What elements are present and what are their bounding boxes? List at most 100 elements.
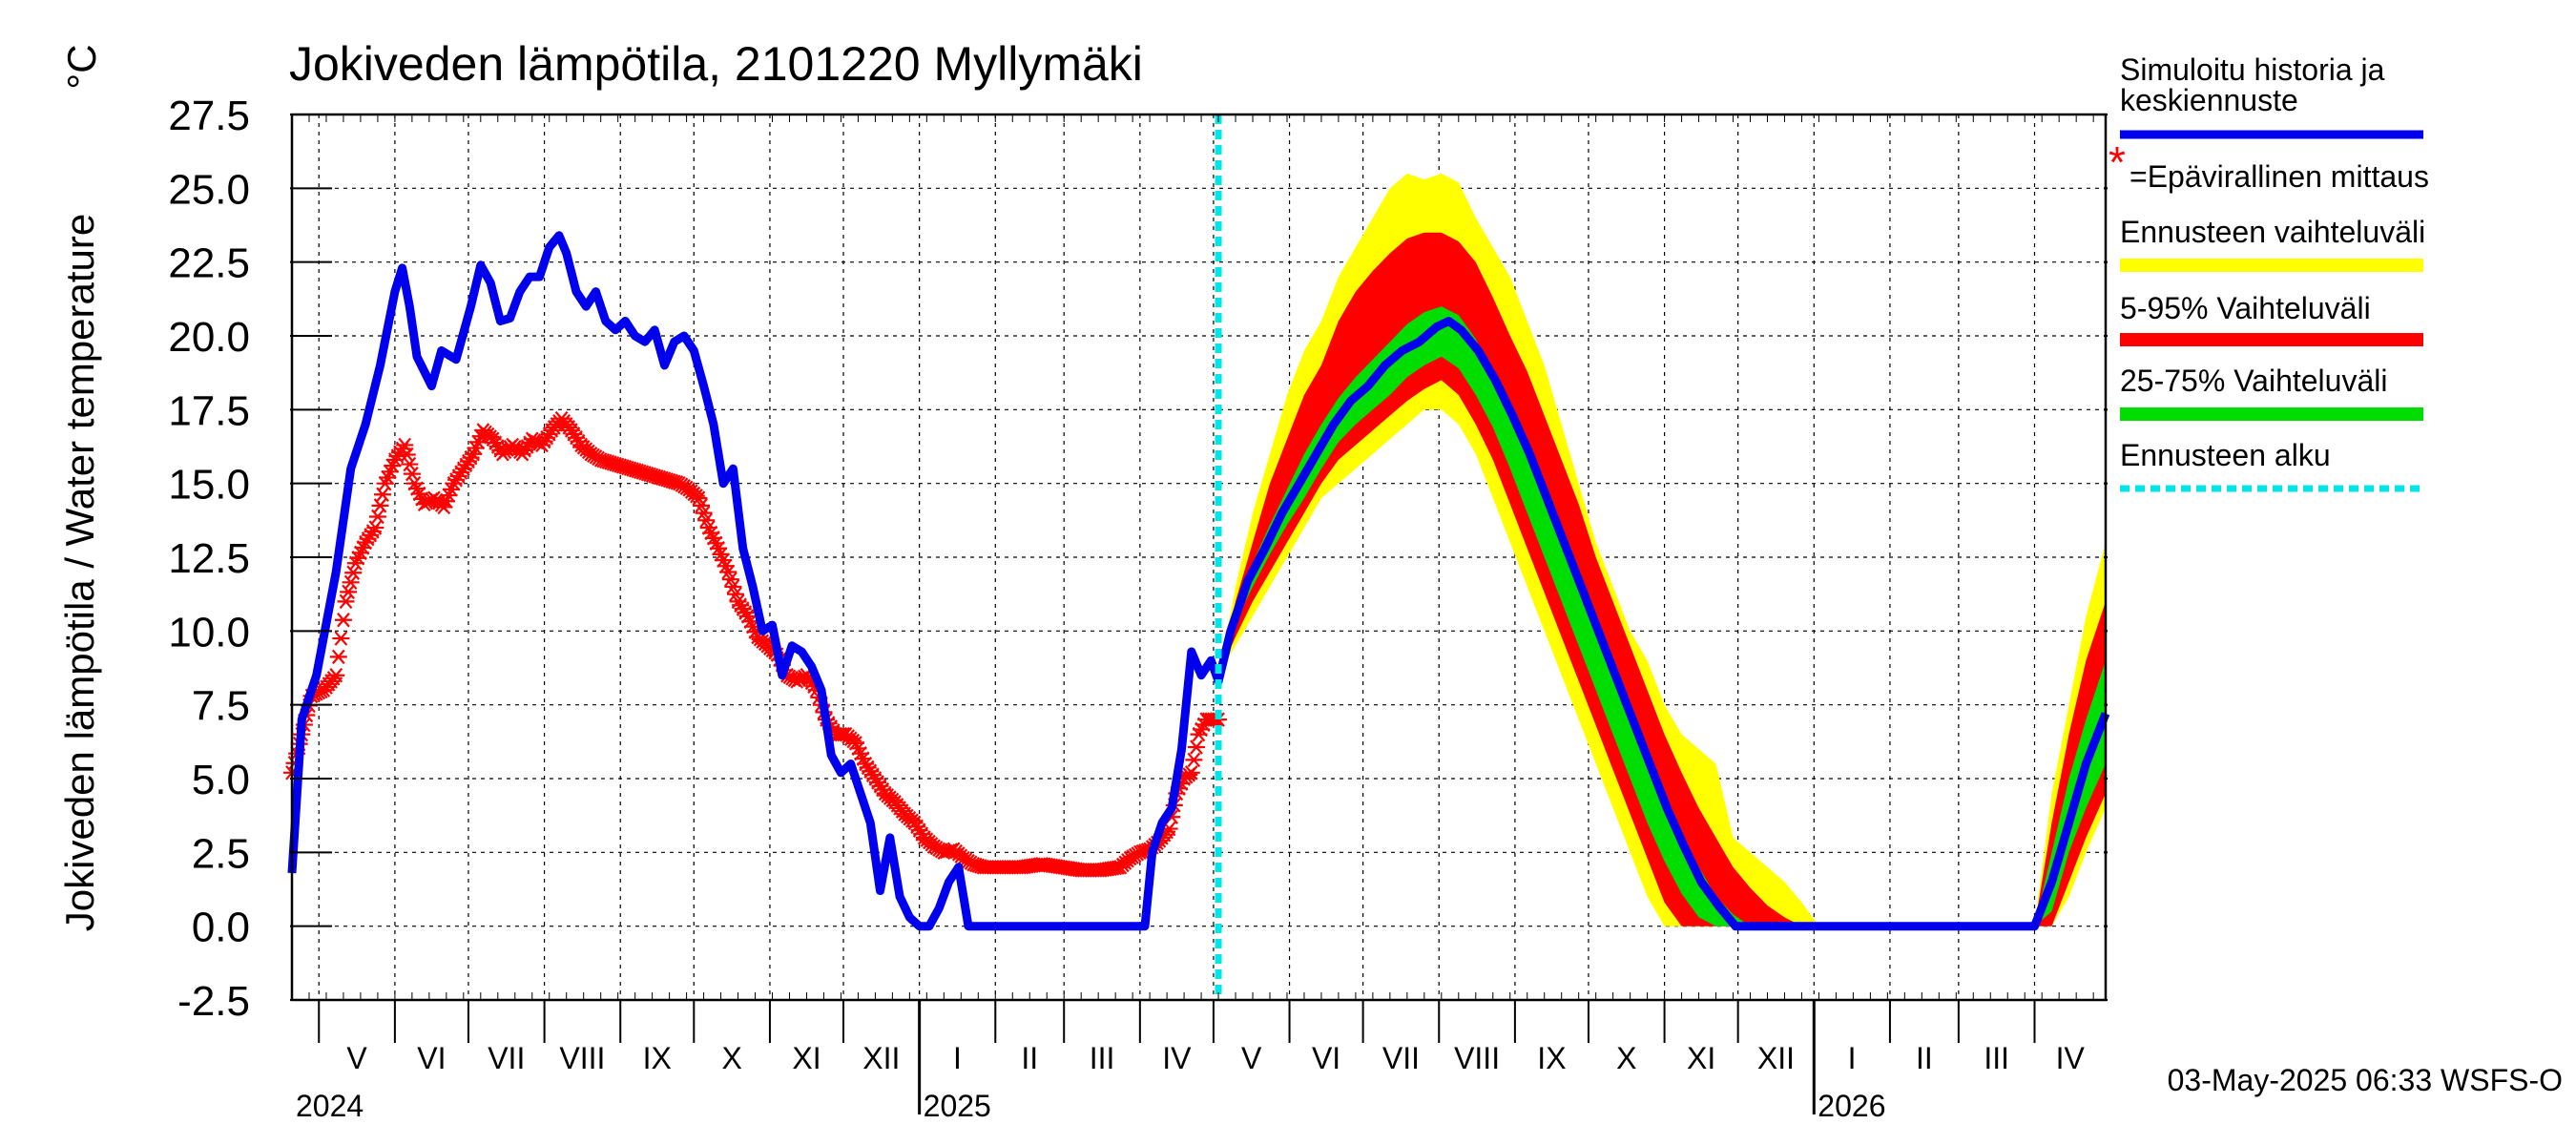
x-month-label: IV <box>2056 1041 2086 1075</box>
observation-point <box>1210 712 1228 727</box>
x-month-label: II <box>1021 1041 1038 1075</box>
observation-point <box>327 668 345 683</box>
x-month-label: XII <box>1757 1041 1795 1075</box>
observation-point <box>342 574 360 591</box>
y-tick-label: 12.5 <box>168 535 250 582</box>
legend-label-obs: =Epävirallinen mittaus <box>2129 159 2429 194</box>
x-month-label: I <box>953 1041 962 1075</box>
observation-stroke <box>346 565 361 580</box>
observation-point <box>332 631 350 646</box>
x-month-label: VI <box>1312 1041 1340 1075</box>
series-line-simulated <box>287 231 2110 931</box>
x-month-label: VI <box>417 1041 446 1075</box>
forecast-bands <box>1218 173 2106 926</box>
y-tick-label: 15.0 <box>168 462 250 509</box>
observation-stroke <box>331 649 345 665</box>
observation-stroke <box>714 547 728 562</box>
observation-point <box>371 498 389 513</box>
observation-stroke <box>1184 765 1198 781</box>
legend-label-5-95: 5-95% Vaihteluväli <box>2120 291 2371 325</box>
observation-stroke <box>695 498 708 513</box>
observation-point <box>396 437 414 453</box>
legend-label-25-75: 25-75% Vaihteluväli <box>2120 364 2387 398</box>
observation-stroke <box>337 613 350 628</box>
observation-stroke <box>721 564 736 580</box>
y-tick-label: 0.0 <box>192 905 250 951</box>
y-unit-group: °C <box>59 44 104 89</box>
observation-stroke <box>371 509 384 525</box>
observation-stroke <box>405 466 419 482</box>
observation-stroke <box>342 584 355 600</box>
x-month-label: XI <box>792 1041 821 1075</box>
x-month-label: XII <box>862 1041 900 1075</box>
y-axis-label-group: Jokiveden lämpötila / Water temperature <box>57 214 102 931</box>
observation-stroke <box>329 668 343 683</box>
x-month-label: IV <box>1162 1041 1192 1075</box>
legend-label-history: Simuloitu historia ja <box>2120 52 2385 87</box>
observation-stroke <box>1187 752 1201 768</box>
observation-point <box>403 466 421 482</box>
observation-stroke <box>403 456 417 472</box>
observation-stroke <box>729 586 742 602</box>
observation-point <box>340 584 358 600</box>
legend-label-range: Ennusteen vaihteluväli <box>2120 215 2425 249</box>
observation-stroke <box>696 505 711 521</box>
x-month-label: II <box>1916 1041 1933 1075</box>
observation-stroke <box>376 487 389 502</box>
y-tick-label: 22.5 <box>168 240 250 287</box>
y-tick-label: 20.0 <box>168 314 250 361</box>
legend-obs-marker: * <box>2109 137 2126 187</box>
x-month-label: V <box>346 1041 367 1075</box>
x-year-label: 2026 <box>1818 1089 1885 1123</box>
y-tick-label: 25.0 <box>168 166 250 213</box>
x-month-label: VIII <box>559 1041 605 1075</box>
observation-stroke <box>692 490 706 506</box>
x-month-label: III <box>1984 1041 2009 1075</box>
plot-frame <box>290 113 2108 1002</box>
timestamp: 03-May-2025 06:33 WSFS-O <box>2168 1063 2563 1097</box>
observation-point <box>398 447 416 463</box>
observation-stroke <box>1162 821 1176 837</box>
observation-stroke <box>400 447 414 463</box>
observation-stroke <box>368 520 383 535</box>
x-month-label: XI <box>1687 1041 1715 1075</box>
observation-point <box>344 565 363 580</box>
x-month-label: I <box>1848 1041 1857 1075</box>
observation-stroke <box>1190 739 1203 755</box>
observation-point <box>366 520 384 535</box>
chart-title: Jokiveden lämpötila, 2101220 Myllymäki <box>289 37 1143 91</box>
x-month-label: X <box>1616 1041 1636 1075</box>
observation-stroke <box>373 498 387 513</box>
observation-stroke <box>724 572 737 587</box>
observation-point <box>1187 739 1205 755</box>
observation-stroke <box>718 558 733 573</box>
y-tick-label: 5.0 <box>192 757 250 803</box>
y-tick-label: 27.5 <box>168 93 250 139</box>
observation-stroke <box>717 552 730 568</box>
x-month-label: X <box>721 1041 741 1075</box>
y-tick-label: 10.0 <box>168 609 250 656</box>
observation-stroke <box>339 593 353 610</box>
x-month-label: IX <box>1537 1041 1566 1075</box>
observation-point <box>401 456 419 472</box>
observation-point <box>374 487 392 502</box>
x-month-label: III <box>1090 1041 1115 1075</box>
x-year-label: 2024 <box>296 1089 364 1123</box>
observation-stroke <box>726 579 740 594</box>
legend-label-history-2: keskiennuste <box>2120 83 2298 117</box>
observation-point <box>329 649 347 665</box>
simulated-line <box>287 114 2110 1000</box>
y-tick-label: 2.5 <box>192 830 250 877</box>
y-axis-unit: °C <box>59 44 104 89</box>
observation-stroke <box>712 541 725 556</box>
y-axis-label: Jokiveden lämpötila / Water temperature <box>57 214 102 931</box>
x-month-label: VIII <box>1454 1041 1500 1075</box>
observation-point <box>334 613 352 628</box>
observation-stroke <box>343 574 358 591</box>
axes: 27.5 25.0 22.5 20.0 17.5 15.0 12.5 10.0 7.5 5.0 2.… <box>168 93 2108 1123</box>
observation-point <box>1182 765 1200 781</box>
x-month-label: IX <box>643 1041 672 1075</box>
observation-stroke <box>398 437 412 453</box>
